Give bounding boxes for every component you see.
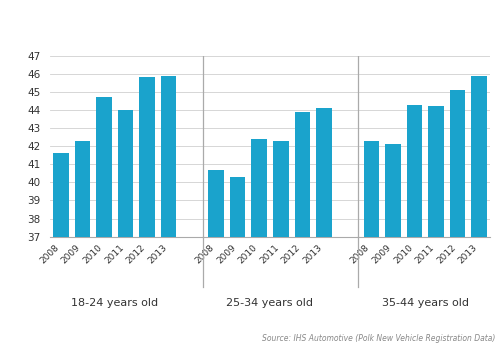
Bar [118, 110, 134, 237]
Bar [230, 177, 246, 237]
Text: Trended Make-Level Loyalty for Three Age Categories (%): Trended Make-Level Loyalty for Three Age… [6, 14, 390, 26]
Bar [294, 112, 310, 237]
Bar [406, 104, 422, 237]
Text: Source: IHS Automotive (Polk New Vehicle Registration Data): Source: IHS Automotive (Polk New Vehicle… [262, 334, 495, 343]
Bar [74, 141, 90, 237]
Bar [96, 97, 112, 237]
Bar [252, 139, 267, 237]
Bar [273, 141, 288, 237]
Bar [428, 106, 444, 237]
Bar [53, 153, 68, 237]
Text: 18-24 years old: 18-24 years old [71, 298, 158, 308]
Bar [208, 170, 224, 237]
Text: 35-44 years old: 35-44 years old [382, 298, 468, 308]
Text: 25-34 years old: 25-34 years old [226, 298, 314, 308]
Bar [472, 76, 487, 237]
Bar [140, 77, 155, 237]
Bar [316, 108, 332, 237]
Bar [161, 76, 176, 237]
Bar [364, 141, 379, 237]
Bar [385, 144, 400, 237]
Bar [450, 90, 466, 237]
